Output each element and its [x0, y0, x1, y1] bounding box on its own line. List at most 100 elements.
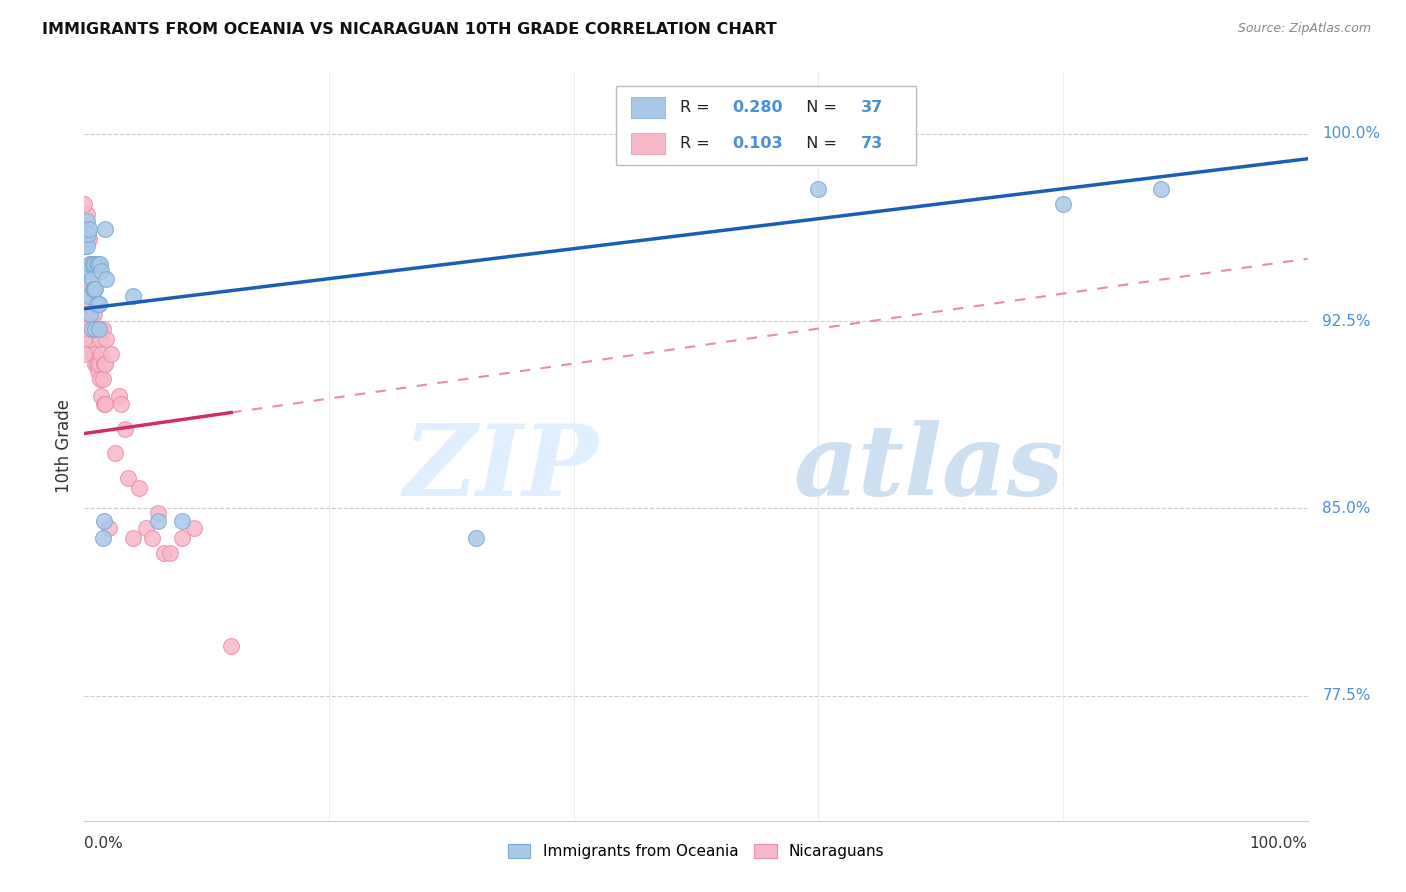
Point: [77, 282, 100, 296]
Point: [79, 321, 101, 335]
Point: [86, 321, 108, 335]
Point: [135, 521, 157, 535]
Point: [86, 296, 108, 310]
Point: [141, 532, 163, 546]
Point: [77, 289, 100, 303]
Point: [73, 239, 96, 253]
Text: 92.5%: 92.5%: [1322, 314, 1371, 328]
Point: [172, 514, 194, 528]
Point: [82, 282, 104, 296]
Point: [73, 264, 96, 278]
Point: [77, 232, 100, 246]
Point: [79, 257, 101, 271]
Point: [90, 389, 112, 403]
Point: [183, 521, 205, 535]
Point: [76, 214, 98, 228]
Point: [77, 264, 100, 278]
Point: [73, 196, 96, 211]
Point: [83, 307, 105, 321]
Point: [94, 221, 117, 235]
Point: [82, 282, 104, 296]
Point: [91, 532, 114, 546]
Point: [77, 296, 100, 310]
Point: [96, 271, 118, 285]
Point: [122, 532, 145, 546]
Point: [73, 282, 96, 296]
Point: [93, 514, 115, 528]
Point: [76, 207, 98, 221]
Point: [76, 232, 98, 246]
Point: [82, 346, 104, 360]
Point: [77, 227, 100, 241]
Point: [100, 346, 122, 360]
Point: [94, 357, 117, 371]
Text: R =: R =: [681, 136, 714, 152]
Point: [86, 257, 108, 271]
Point: [80, 271, 103, 285]
Point: [77, 221, 100, 235]
Point: [87, 296, 110, 310]
Point: [77, 264, 100, 278]
Point: [73, 221, 96, 235]
Point: [82, 257, 104, 271]
Point: [153, 546, 176, 560]
Text: 37: 37: [860, 100, 883, 115]
Point: [93, 357, 115, 371]
Point: [219, 639, 242, 653]
Point: [172, 532, 194, 546]
Point: [73, 307, 96, 321]
Point: [807, 182, 830, 196]
Text: N =: N =: [796, 100, 842, 115]
Text: Source: ZipAtlas.com: Source: ZipAtlas.com: [1237, 22, 1371, 36]
Point: [83, 282, 105, 296]
Point: [73, 282, 96, 296]
Point: [1150, 182, 1173, 196]
Point: [80, 307, 103, 321]
Point: [86, 296, 108, 310]
Legend: Immigrants from Oceania, Nicaraguans: Immigrants from Oceania, Nicaraguans: [502, 838, 890, 865]
Point: [122, 289, 145, 303]
Text: 100.0%: 100.0%: [1250, 836, 1308, 851]
Text: 0.0%: 0.0%: [84, 836, 124, 851]
Point: [79, 257, 101, 271]
Text: 0.103: 0.103: [733, 136, 783, 152]
Point: [80, 257, 103, 271]
Text: 77.5%: 77.5%: [1322, 689, 1371, 703]
Point: [89, 371, 111, 385]
Point: [110, 396, 132, 410]
Point: [87, 364, 110, 378]
Text: 100.0%: 100.0%: [1322, 127, 1381, 141]
Text: N =: N =: [796, 136, 842, 152]
Text: R =: R =: [681, 100, 714, 115]
Point: [117, 471, 139, 485]
Text: atlas: atlas: [794, 420, 1064, 516]
Point: [1052, 196, 1074, 211]
Point: [73, 307, 96, 321]
Text: 0.280: 0.280: [733, 100, 783, 115]
Point: [80, 289, 103, 303]
Point: [87, 357, 110, 371]
Text: IMMIGRANTS FROM OCEANIA VS NICARAGUAN 10TH GRADE CORRELATION CHART: IMMIGRANTS FROM OCEANIA VS NICARAGUAN 10…: [42, 22, 778, 37]
Point: [82, 307, 104, 321]
Point: [79, 296, 101, 310]
Point: [89, 257, 111, 271]
Text: ZIP: ZIP: [404, 420, 598, 516]
FancyBboxPatch shape: [631, 133, 665, 154]
Point: [73, 332, 96, 346]
Point: [128, 482, 150, 496]
Point: [91, 371, 114, 385]
Point: [91, 321, 114, 335]
Point: [84, 321, 107, 335]
Point: [89, 332, 111, 346]
Point: [464, 532, 486, 546]
Text: 85.0%: 85.0%: [1322, 501, 1371, 516]
Point: [83, 346, 105, 360]
Point: [107, 389, 129, 403]
Point: [73, 264, 96, 278]
Point: [77, 307, 100, 321]
Point: [96, 332, 118, 346]
Point: [159, 546, 181, 560]
Point: [87, 321, 110, 335]
Point: [114, 421, 136, 435]
Point: [146, 507, 169, 521]
